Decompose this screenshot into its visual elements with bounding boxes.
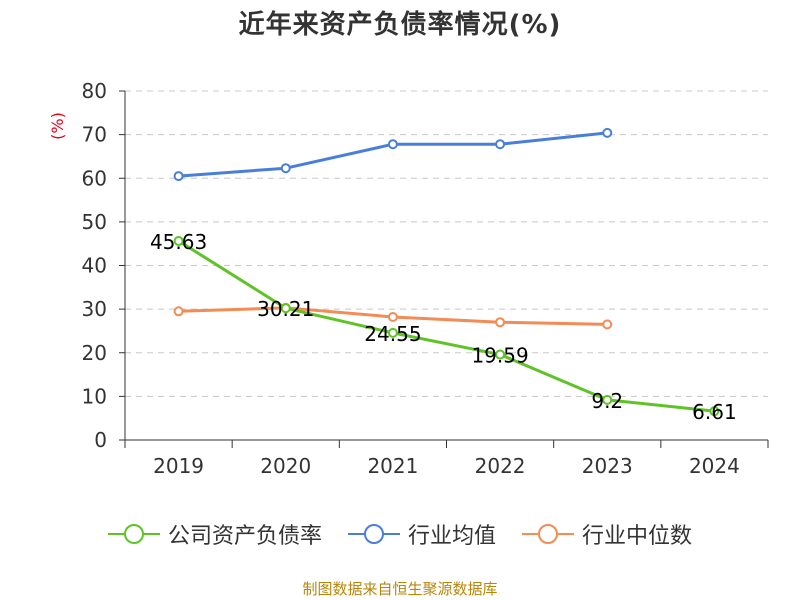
legend-line-circle-icon	[347, 524, 400, 544]
series-line	[177, 239, 715, 413]
x-tick-label: 2024	[689, 454, 740, 478]
data-point	[387, 327, 398, 338]
legend-label: 公司资产负债率	[167, 524, 322, 549]
data-label: 19.59	[471, 344, 528, 368]
data-point	[173, 235, 184, 246]
data-label: 9.2	[591, 389, 623, 413]
x-tick-label: 2020	[260, 454, 311, 478]
chart-title: 近年来资产负债率情况(%)	[238, 10, 562, 40]
x-tick-label: 2022	[475, 454, 526, 478]
x-tick-label: 2019	[153, 454, 204, 478]
legend-label: 行业均值	[407, 524, 496, 549]
y-tick-label: 70	[82, 123, 107, 147]
data-point	[173, 171, 184, 182]
y-tick-label: 20	[82, 341, 107, 365]
y-axis-unit-label: (%)	[48, 112, 67, 140]
data-point	[387, 139, 398, 150]
data-point	[495, 349, 506, 360]
y-tick-label: 50	[82, 210, 107, 234]
data-point	[387, 311, 398, 322]
legend-item[interactable]: 行业中位数	[522, 518, 692, 550]
data-point	[280, 303, 291, 314]
data-point	[280, 163, 291, 174]
data-point	[495, 139, 506, 150]
data-point	[709, 406, 720, 417]
data-point	[495, 317, 506, 328]
y-tick-label: 30	[82, 297, 107, 321]
data-label: 24.55	[364, 322, 421, 346]
data-label: 30.21	[257, 297, 314, 321]
legend-line-circle-icon	[522, 524, 574, 544]
legend-item[interactable]: 公司资产负债率	[107, 518, 322, 550]
y-tick-label: 0	[94, 428, 107, 452]
legend-item[interactable]: 行业均值	[347, 518, 496, 550]
data-label: 6.61	[692, 400, 737, 424]
x-tick-label: 2021	[367, 454, 418, 478]
y-tick-label: 60	[82, 166, 107, 190]
y-tick-label: 40	[82, 254, 107, 278]
data-point	[602, 127, 613, 138]
source-note: 制图数据来自恒生聚源数据库	[302, 580, 498, 598]
data-point	[602, 319, 613, 330]
legend-line-circle-icon	[107, 524, 160, 544]
legend-label: 行业中位数	[582, 524, 693, 549]
y-tick-label: 80	[82, 79, 107, 103]
data-point	[602, 394, 613, 405]
data-point	[173, 306, 184, 317]
y-tick-label: 10	[82, 384, 107, 408]
x-tick-label: 2023	[582, 454, 633, 478]
data-label: 45.63	[150, 230, 207, 254]
chart-legend: 公司资产负债率 行业均值 行业中位数	[0, 518, 800, 550]
